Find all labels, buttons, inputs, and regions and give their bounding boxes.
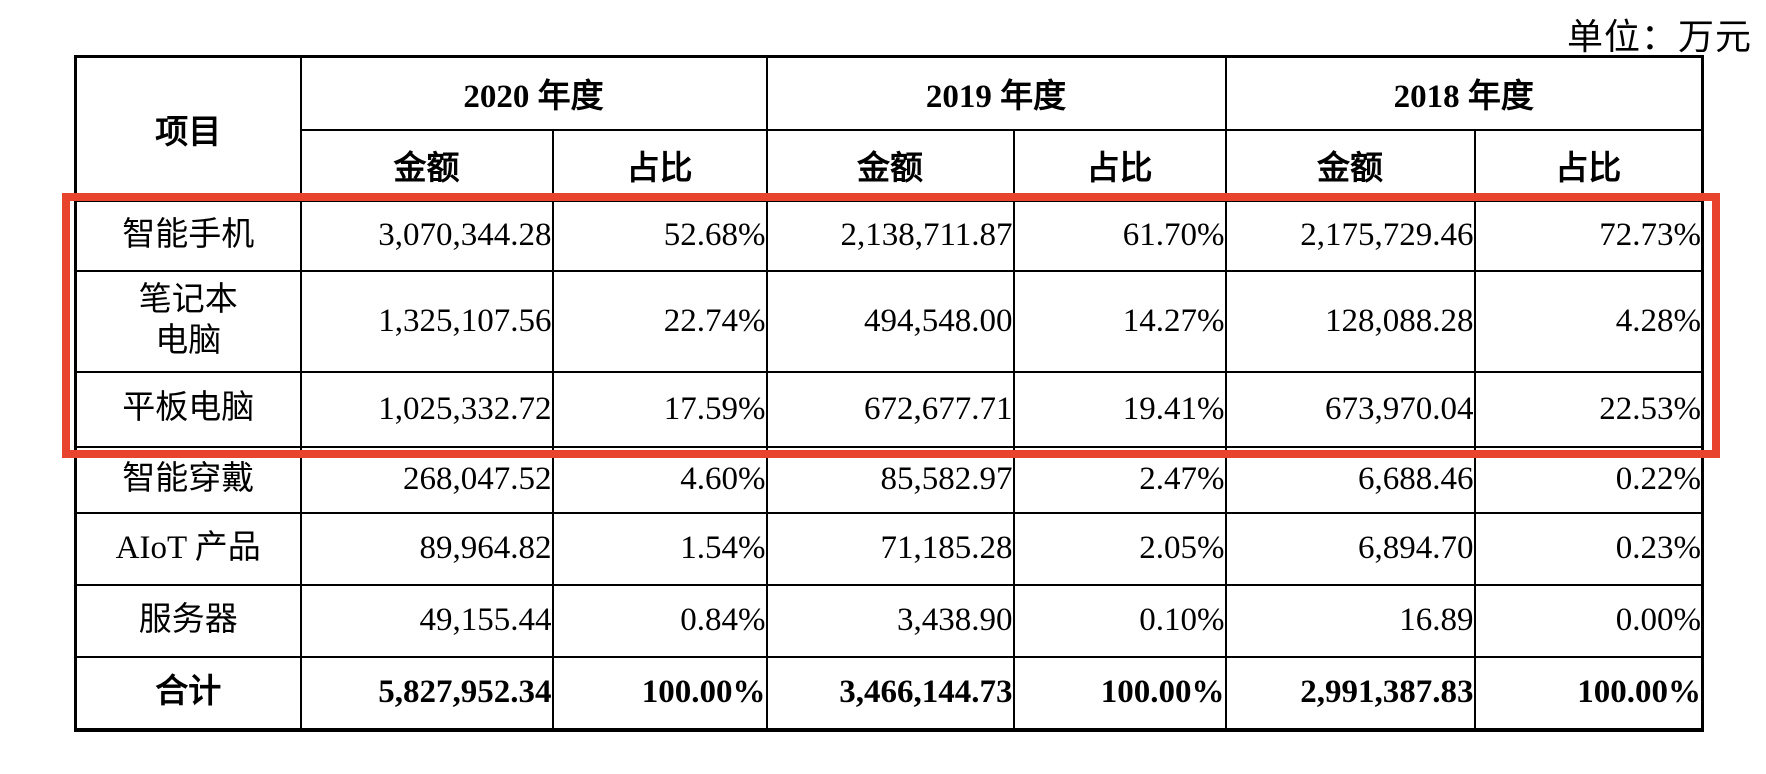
col-header-year-2020: 2020 年度: [299, 55, 768, 131]
cell-aiot-2018-share: 0.23%: [1473, 511, 1704, 586]
table-row-wearables: 智能穿戴 268,047.52 4.60% 85,582.97 2.47% 6,…: [74, 445, 1704, 514]
cell-total-2018-share: 100.00%: [1473, 655, 1704, 731]
row-smartphone-label: 智能手机: [74, 199, 302, 272]
col-header-share-2019: 占比: [1012, 128, 1227, 202]
row-aiot-label: AIoT 产品: [74, 511, 302, 586]
cell-total-2020-share: 100.00%: [551, 655, 768, 731]
col-header-amount-2018: 金额: [1224, 128, 1476, 202]
cell-laptop-2019-share: 14.27%: [1012, 269, 1227, 373]
cell-aiot-2020-amount: 89,964.82: [299, 511, 554, 586]
table-row-total: 合计 5,827,952.34 100.00% 3,466,144.73 100…: [74, 655, 1704, 731]
cell-server-2019-share: 0.10%: [1012, 583, 1227, 658]
header-row-metrics: 金额 占比 金额 占比 金额 占比: [76, 128, 1704, 202]
row-laptop-label: 笔记本 电脑: [74, 269, 302, 373]
cell-laptop-2020-amount: 1,325,107.56: [299, 269, 554, 373]
cell-total-2019-share: 100.00%: [1012, 655, 1227, 731]
cell-aiot-2018-amount: 6,894.70: [1224, 511, 1476, 586]
row-tablet-label: 平板电脑: [74, 370, 302, 448]
cell-aiot-2019-share: 2.05%: [1012, 511, 1227, 586]
cell-laptop-2020-share: 22.74%: [551, 269, 768, 373]
cell-wearables-2019-amount: 85,582.97: [765, 445, 1015, 514]
col-header-year-2019: 2019 年度: [765, 55, 1227, 131]
cell-tablet-2020-amount: 1,025,332.72: [299, 370, 554, 448]
unit-label: 单位：万元: [1566, 17, 1752, 57]
cell-smartphone-2018-share: 72.73%: [1473, 199, 1704, 272]
cell-aiot-2020-share: 1.54%: [551, 511, 768, 586]
cell-smartphone-2019-amount: 2,138,711.87: [765, 199, 1015, 272]
col-header-share-2020: 占比: [551, 128, 768, 202]
cell-wearables-2019-share: 2.47%: [1012, 445, 1227, 514]
revenue-by-product-table: 项目 2020 年度 2019 年度 2018 年度 金额 占比 金额 占比 金…: [74, 55, 1704, 732]
cell-total-2020-amount: 5,827,952.34: [299, 655, 554, 731]
cell-smartphone-2020-share: 52.68%: [551, 199, 768, 272]
cell-server-2020-share: 0.84%: [551, 583, 768, 658]
cell-tablet-2019-share: 19.41%: [1012, 370, 1227, 448]
table-row-tablet: 平板电脑 1,025,332.72 17.59% 672,677.71 19.4…: [74, 370, 1704, 448]
table-row-aiot: AIoT 产品 89,964.82 1.54% 71,185.28 2.05% …: [74, 511, 1704, 586]
cell-smartphone-2020-amount: 3,070,344.28: [299, 199, 554, 272]
col-header-year-2018: 2018 年度: [1224, 55, 1704, 131]
row-wearables-label: 智能穿戴: [74, 445, 302, 514]
table-row-laptop: 笔记本 电脑 1,325,107.56 22.74% 494,548.00 14…: [74, 269, 1704, 373]
col-header-item: 项目: [74, 55, 302, 202]
cell-total-2018-amount: 2,991,387.83: [1224, 655, 1476, 731]
cell-tablet-2020-share: 17.59%: [551, 370, 768, 448]
cell-total-2019-amount: 3,466,144.73: [765, 655, 1015, 731]
row-server-label: 服务器: [74, 583, 302, 658]
cell-tablet-2018-amount: 673,970.04: [1224, 370, 1476, 448]
cell-wearables-2020-amount: 268,047.52: [299, 445, 554, 514]
cell-server-2018-share: 0.00%: [1473, 583, 1704, 658]
cell-smartphone-2018-amount: 2,175,729.46: [1224, 199, 1476, 272]
cell-aiot-2019-amount: 71,185.28: [765, 511, 1015, 586]
cell-tablet-2019-amount: 672,677.71: [765, 370, 1015, 448]
cell-server-2019-amount: 3,438.90: [765, 583, 1015, 658]
col-header-amount-2020: 金额: [299, 128, 554, 202]
table-row-smartphone: 智能手机 3,070,344.28 52.68% 2,138,711.87 61…: [74, 199, 1704, 272]
col-header-share-2018: 占比: [1473, 128, 1704, 202]
cell-server-2020-amount: 49,155.44: [299, 583, 554, 658]
cell-wearables-2020-share: 4.60%: [551, 445, 768, 514]
cell-wearables-2018-share: 0.22%: [1473, 445, 1704, 514]
cell-tablet-2018-share: 22.53%: [1473, 370, 1704, 448]
table-row-server: 服务器 49,155.44 0.84% 3,438.90 0.10% 16.89…: [74, 583, 1704, 658]
cell-laptop-2018-amount: 128,088.28: [1224, 269, 1476, 373]
cell-laptop-2019-amount: 494,548.00: [765, 269, 1015, 373]
col-header-amount-2019: 金额: [765, 128, 1015, 202]
row-total-label: 合计: [74, 655, 302, 731]
cell-laptop-2018-share: 4.28%: [1473, 269, 1704, 373]
cell-smartphone-2019-share: 61.70%: [1012, 199, 1227, 272]
header-row-years: 项目 2020 年度 2019 年度 2018 年度: [74, 55, 1704, 202]
cell-wearables-2018-amount: 6,688.46: [1224, 445, 1476, 514]
cell-server-2018-amount: 16.89: [1224, 583, 1476, 658]
